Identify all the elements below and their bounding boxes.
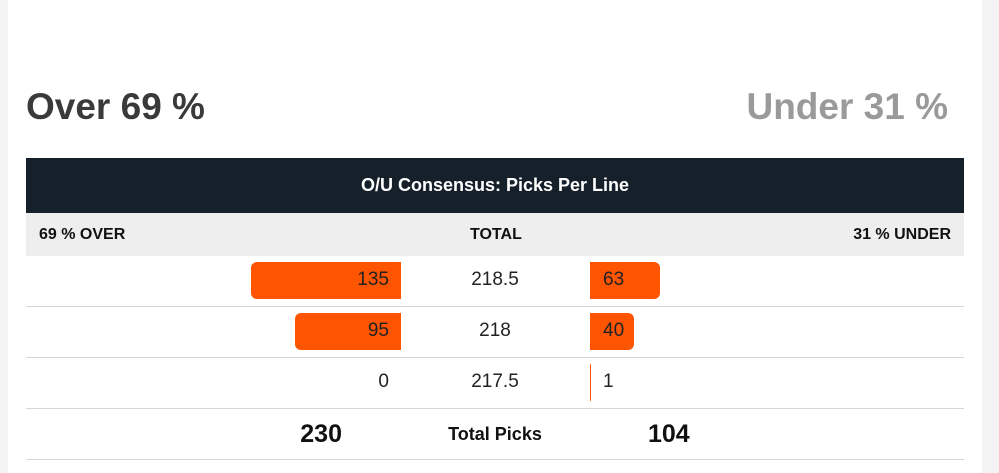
table-header: 69 % OVER TOTAL 31 % UNDER (26, 213, 964, 256)
table-row: 135 218.5 63 (26, 256, 964, 307)
total-over-picks: 230 (300, 420, 342, 448)
under-picks-count: 40 (603, 320, 625, 341)
table-title-bar: O/U Consensus: Picks Per Line (26, 158, 964, 213)
total-under-picks: 104 (648, 420, 690, 448)
under-picks-count: 1 (603, 371, 614, 392)
under-percentage-headline: Under 31 % (746, 86, 948, 127)
table-title: O/U Consensus: Picks Per Line (360, 175, 630, 195)
over-picks-count: 0 (378, 371, 389, 392)
over-column-header: 69 % OVER (39, 226, 126, 243)
totals-row: 230 Total Picks 104 (26, 409, 964, 460)
over-picks-count: 95 (367, 320, 389, 341)
over-picks-count: 135 (357, 269, 389, 290)
under-picks-bar (590, 262, 660, 299)
picks-per-line-table: O/U Consensus: Picks Per Line 69 % OVER … (26, 158, 964, 460)
under-picks-count: 63 (603, 269, 625, 290)
total-line-value: 218.5 (471, 269, 519, 290)
over-picks-bar (295, 313, 401, 350)
under-column-header: 31 % UNDER (853, 226, 951, 243)
table-row: 0 217.5 1 (26, 358, 964, 409)
over-picks-bar (251, 262, 401, 299)
consensus-card: Over 69 % Under 31 % O/U Consensus: Pick… (8, 0, 982, 473)
total-line-value: 217.5 (471, 371, 519, 392)
under-picks-bar (590, 313, 634, 350)
table-row: 95 218 40 (26, 307, 964, 358)
over-percentage-headline: Over 69 % (26, 86, 205, 127)
under-picks-bar (590, 364, 591, 401)
total-column-header: TOTAL (470, 226, 522, 243)
total-picks-label: Total Picks (448, 424, 542, 444)
total-line-value: 218 (479, 320, 511, 341)
